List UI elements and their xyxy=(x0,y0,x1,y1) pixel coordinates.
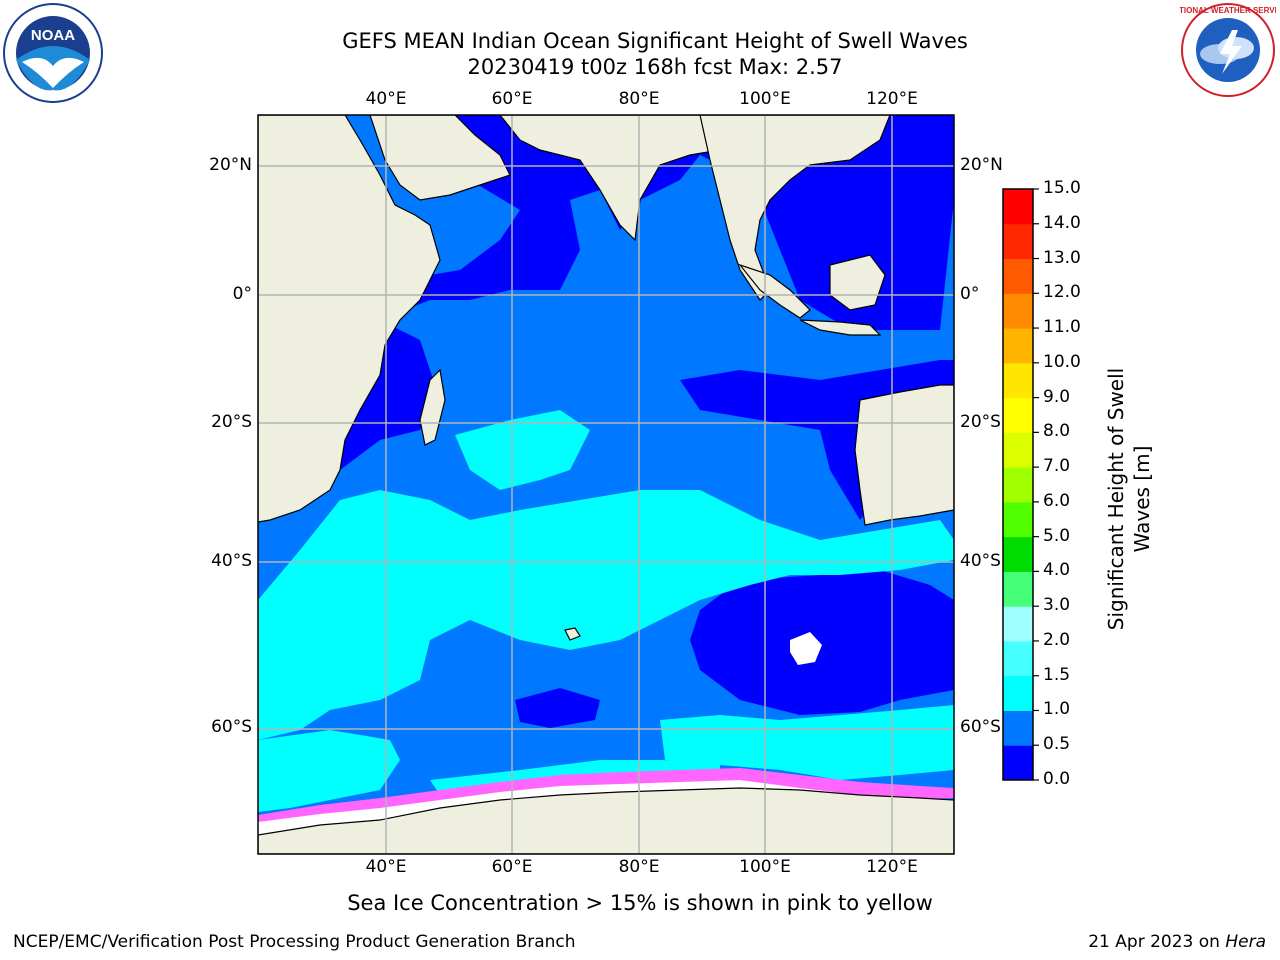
lon-label-bottom: 40°E xyxy=(365,857,407,877)
land-australia xyxy=(854,384,954,526)
footer-date-host: 21 Apr 2023 on Hera xyxy=(1088,932,1266,952)
land-arabia xyxy=(369,115,511,201)
colorbar xyxy=(1003,188,1039,781)
no-data-patch xyxy=(790,632,822,665)
colorbar-tick-label: 10.0 xyxy=(1043,351,1081,372)
footer-credit: NCEP/EMC/Verification Post Processing Pr… xyxy=(13,932,576,952)
colorbar-segment xyxy=(1003,710,1033,746)
colorbar-segment xyxy=(1003,675,1033,711)
colorbar-segment xyxy=(1003,432,1033,468)
gridlines xyxy=(258,115,954,854)
lon-label-bottom: 60°E xyxy=(491,857,533,877)
colorbar-frame xyxy=(1002,188,1034,781)
colorbar-tick-label: 2.0 xyxy=(1043,629,1071,650)
lat-label-right: 0° xyxy=(960,284,980,304)
low-swell-southern-pocket xyxy=(690,570,954,715)
noaa-logo: NOAA xyxy=(3,3,103,103)
lon-label-bottom: 80°E xyxy=(618,857,660,877)
land-southeast-asia xyxy=(699,115,891,301)
colorbar-tick-label: 9.0 xyxy=(1043,386,1071,407)
nws-logo-text: NATIONAL WEATHER SERVICE xyxy=(1180,6,1276,15)
medium-swell-south-band xyxy=(258,490,954,740)
colorbar-segment xyxy=(1003,467,1033,503)
low-swell-kerguelen-south xyxy=(515,688,600,728)
lat-label-right: 20°N xyxy=(960,155,1003,175)
lat-label-left: 0° xyxy=(232,284,252,304)
colorbar-tick-label: 11.0 xyxy=(1043,317,1081,338)
land-sumatra xyxy=(738,263,811,319)
colorbar-tick-label: 0.0 xyxy=(1043,769,1071,789)
colorbar-segment xyxy=(1003,362,1033,399)
land-madagascar xyxy=(419,368,446,446)
chart-title: GEFS MEAN Indian Ocean Significant Heigh… xyxy=(342,29,968,53)
land-kerguelen xyxy=(564,627,581,641)
colorbar-segment xyxy=(1003,397,1033,433)
colorbar-tick-label: 12.0 xyxy=(1043,282,1081,303)
land-java xyxy=(799,319,882,336)
colorbar-tick-label: 7.0 xyxy=(1043,456,1071,477)
medium-swell-central xyxy=(455,410,590,490)
colorbar-tick-label: 6.0 xyxy=(1043,490,1071,511)
lon-label-top: 120°E xyxy=(866,89,918,109)
chart-subtitle: 20230419 t00z 168h fcst Max: 2.57 xyxy=(467,55,843,79)
colorbar-segment xyxy=(1003,571,1033,607)
colorbar-segment xyxy=(1003,223,1033,260)
colorbar-segment xyxy=(1003,258,1033,294)
medium-swell-antarctic-edge xyxy=(660,705,954,780)
colorbar-tick-label: 13.0 xyxy=(1043,247,1081,268)
lat-label-left: 60°S xyxy=(211,717,252,737)
colorbar-segment xyxy=(1003,536,1033,572)
footer-host: Hera xyxy=(1225,932,1266,952)
colorbar-segment xyxy=(1003,501,1033,538)
low-swell-north-indian xyxy=(380,115,954,330)
lat-label-left: 20°S xyxy=(211,412,252,432)
lon-label-top: 80°E xyxy=(618,89,660,109)
lat-label-right: 60°S xyxy=(960,717,1001,737)
colorbar-segment xyxy=(1003,640,1033,677)
colorbar-tick-label: 14.0 xyxy=(1043,212,1081,233)
lon-label-top: 100°E xyxy=(739,89,791,109)
map-frame xyxy=(257,114,955,855)
colorbar-segment xyxy=(1003,328,1033,364)
lon-label-bottom: 100°E xyxy=(739,857,791,877)
noaa-logo-text: NOAA xyxy=(31,27,75,44)
land-africa xyxy=(258,115,441,523)
lon-label-bottom: 120°E xyxy=(866,857,918,877)
lat-label-left: 20°N xyxy=(209,155,252,175)
colorbar-label: Significant Height of Swell Waves [m] xyxy=(1104,367,1154,631)
medium-swell-sw xyxy=(258,730,400,812)
nws-logo: NATIONAL WEATHER SERVICE xyxy=(1180,3,1276,97)
land-antarctica xyxy=(258,787,954,854)
lat-label-right: 40°S xyxy=(960,551,1001,571)
sea-ice-caption: Sea Ice Concentration > 15% is shown in … xyxy=(347,891,933,915)
colorbar-tick-label: 8.0 xyxy=(1043,421,1071,442)
lon-label-top: 40°E xyxy=(365,89,407,109)
colorbar-segment xyxy=(1003,606,1033,642)
colorbar-tick-label: 3.0 xyxy=(1043,595,1071,616)
sea-ice-edge xyxy=(258,768,954,823)
colorbar-tick-label: 1.5 xyxy=(1043,664,1071,685)
colorbar-tick-label: 5.0 xyxy=(1043,525,1071,546)
map-field xyxy=(258,115,954,854)
colorbar-segment xyxy=(1003,293,1033,329)
colorbar-segment xyxy=(1003,189,1033,225)
colorbar-segment xyxy=(1003,745,1033,781)
colorbar-tick-label: 1.0 xyxy=(1043,699,1071,720)
footer-date: 21 Apr 2023 on xyxy=(1088,932,1226,952)
colorbar-tick-label: 15.0 xyxy=(1043,178,1081,198)
lon-label-top: 60°E xyxy=(491,89,533,109)
colorbar-tick-label: 0.5 xyxy=(1043,734,1071,755)
lat-label-left: 40°S xyxy=(211,551,252,571)
colorbar-tick-label: 4.0 xyxy=(1043,560,1071,581)
lat-label-right: 20°S xyxy=(960,412,1001,432)
